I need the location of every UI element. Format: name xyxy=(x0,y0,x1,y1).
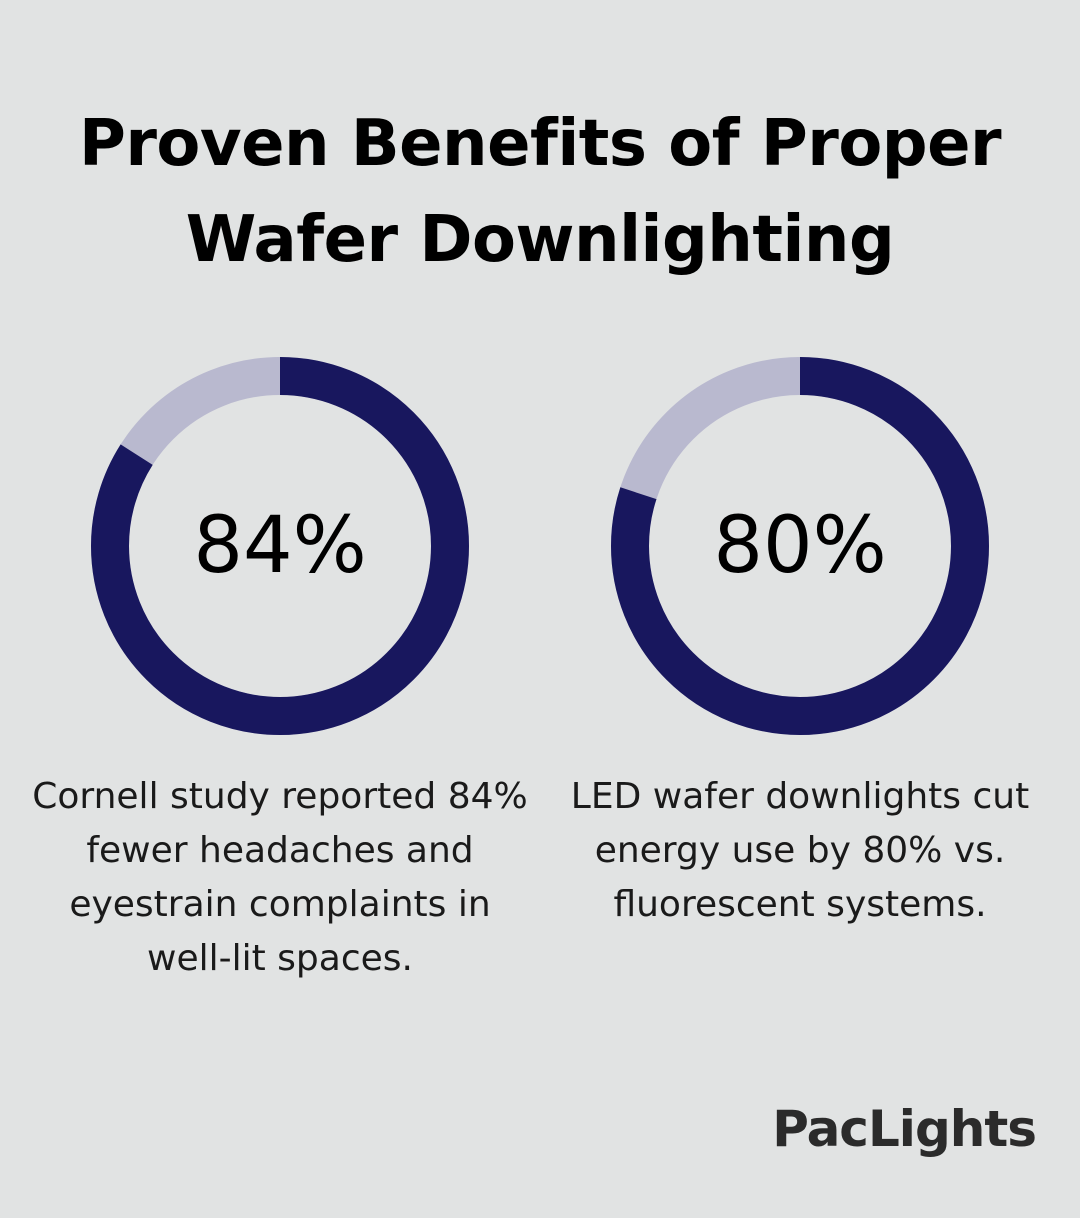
donut-2-percent-label: 80% xyxy=(713,501,886,591)
donut-chart-1: 84% xyxy=(90,356,470,736)
page-title-line-1: Proven Benefits of Proper xyxy=(78,107,1002,181)
page-title: Proven Benefits of Proper Wafer Downligh… xyxy=(40,96,1040,288)
brand-logo: PacLights xyxy=(772,1100,1037,1158)
page-title-line-2: Wafer Downlighting xyxy=(185,203,895,277)
donut-chart-1-svg: 84% xyxy=(91,357,469,735)
donut-1-percent-label: 84% xyxy=(193,501,366,591)
donut-chart-2-svg: 80% xyxy=(611,357,989,735)
donut-2-caption: LED wafer downlights cut energy use by 8… xyxy=(570,776,1030,925)
donut-1-value-arc xyxy=(91,357,469,735)
donut-chart-2: 80% xyxy=(610,356,990,736)
donut-1-caption: Cornell study reported 84% fewer headach… xyxy=(32,776,528,979)
donut-2-value-arc xyxy=(611,357,989,735)
